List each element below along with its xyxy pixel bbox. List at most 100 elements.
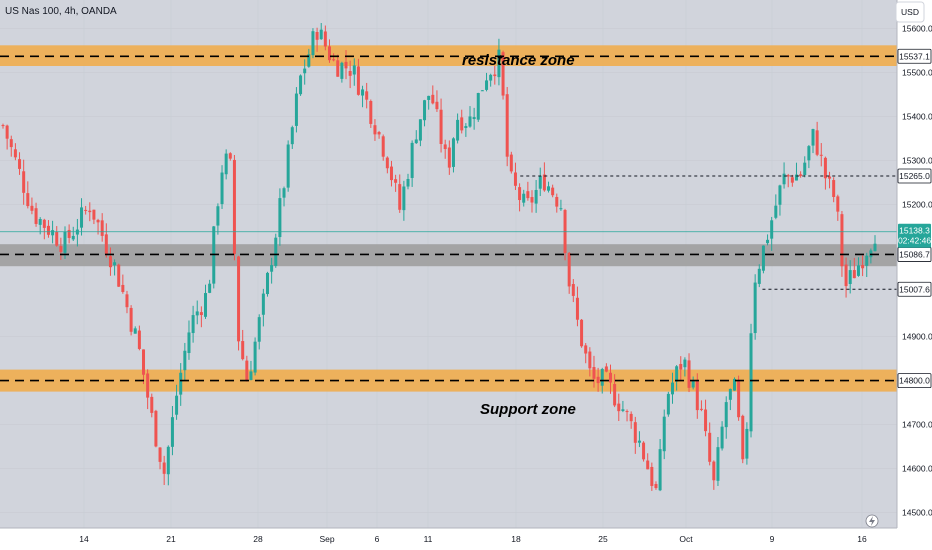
candle-body bbox=[542, 174, 546, 191]
candle-body bbox=[637, 440, 641, 443]
price-label-text: 15537.1 bbox=[899, 51, 930, 61]
x-tick-label: Oct bbox=[679, 534, 693, 544]
candle-body bbox=[46, 225, 50, 235]
symbol-title: US Nas 100, 4h, OANDA bbox=[5, 6, 117, 17]
candle-body bbox=[485, 80, 489, 90]
candle-body bbox=[361, 89, 365, 96]
candle-body bbox=[80, 207, 84, 228]
candle-body bbox=[323, 31, 327, 47]
y-tick-label: 15400.0 bbox=[902, 112, 932, 122]
candle-body bbox=[278, 198, 282, 238]
candle-body bbox=[592, 367, 596, 379]
last-price-countdown: 02:42:46 bbox=[898, 236, 931, 246]
candle-body bbox=[26, 193, 30, 207]
price-label-box bbox=[897, 373, 932, 389]
price-label-text: 15007.6 bbox=[899, 284, 930, 294]
y-tick-label: 15200.0 bbox=[902, 200, 932, 210]
candle-body bbox=[650, 466, 654, 486]
candle-body bbox=[42, 219, 46, 228]
x-axis[interactable]: 14 21 28 Sep 6 11 18 25 Oct 9 16 bbox=[79, 534, 867, 544]
candle-body bbox=[344, 61, 348, 69]
candle-body bbox=[584, 345, 588, 354]
price-label-box bbox=[897, 281, 932, 297]
candle-body bbox=[447, 147, 451, 168]
candle-body bbox=[257, 317, 261, 342]
candle-body bbox=[865, 255, 869, 266]
price-labels: 15537.1 15265.0 15086.7 15007.6 14800.0 15138… bbox=[897, 48, 932, 389]
candle-body bbox=[840, 214, 844, 267]
currency-button[interactable]: USD bbox=[895, 1, 925, 23]
candle-body bbox=[327, 46, 331, 61]
candle-body bbox=[489, 74, 493, 81]
candle-body bbox=[497, 49, 501, 78]
candle-body bbox=[179, 372, 183, 395]
candle-body bbox=[51, 230, 55, 236]
candle-body bbox=[460, 117, 464, 131]
candle-body bbox=[282, 188, 286, 198]
candle-body bbox=[642, 442, 646, 460]
candle-body bbox=[402, 186, 406, 211]
candle-body bbox=[621, 409, 625, 411]
candle-body bbox=[261, 293, 265, 315]
candle-body bbox=[100, 220, 104, 236]
candle-body bbox=[435, 101, 439, 110]
lightning-icon[interactable] bbox=[865, 514, 879, 528]
candle-body bbox=[356, 66, 360, 95]
candle-body bbox=[199, 312, 203, 316]
candle-body bbox=[290, 127, 294, 145]
candle-body bbox=[530, 197, 534, 203]
candle-body bbox=[526, 191, 530, 199]
candle-body bbox=[625, 411, 629, 413]
support-zone bbox=[0, 369, 897, 392]
candle-body bbox=[505, 94, 509, 157]
candle-body bbox=[848, 270, 852, 285]
candle-body bbox=[414, 139, 418, 144]
x-tick-label: 25 bbox=[598, 534, 608, 544]
candle-body bbox=[575, 297, 579, 320]
candle-body bbox=[336, 60, 340, 77]
candle-body bbox=[216, 206, 220, 226]
candle-body bbox=[158, 447, 162, 462]
candle-body bbox=[687, 360, 691, 388]
candle-body bbox=[108, 256, 112, 268]
candle-body bbox=[18, 159, 22, 169]
candle-body bbox=[753, 282, 757, 334]
candle-body bbox=[708, 432, 712, 462]
x-tick-label: 28 bbox=[253, 534, 263, 544]
candle-body bbox=[137, 330, 141, 349]
candle-body bbox=[861, 264, 865, 269]
candle-body bbox=[724, 402, 728, 428]
candle-body bbox=[844, 264, 848, 287]
candle-body bbox=[654, 483, 658, 489]
candle-body bbox=[456, 119, 460, 141]
candle-body bbox=[629, 413, 633, 422]
y-tick-label: 14600.0 bbox=[902, 464, 932, 474]
candle-body bbox=[286, 144, 290, 188]
candle-body bbox=[311, 31, 315, 56]
candle-body bbox=[807, 146, 811, 161]
y-tick-label: 15300.0 bbox=[902, 156, 932, 166]
candle-body bbox=[146, 373, 150, 398]
candle-body bbox=[340, 62, 344, 79]
y-axis[interactable]: 15600.0 15500.0 15400.0 15300.0 15200.0 14900… bbox=[902, 24, 932, 518]
candle-body bbox=[220, 172, 224, 205]
levels-layer bbox=[0, 55, 897, 382]
candle-body bbox=[480, 90, 484, 92]
candle-body bbox=[567, 252, 571, 287]
candle-body bbox=[191, 315, 195, 334]
last-price-badge bbox=[898, 223, 931, 248]
candle-body bbox=[811, 129, 815, 146]
candle-body bbox=[534, 189, 538, 204]
candle-body bbox=[352, 65, 356, 75]
candle-body bbox=[299, 75, 303, 95]
candle-body bbox=[609, 372, 613, 383]
candle-body bbox=[303, 68, 307, 74]
candle-body bbox=[117, 264, 121, 287]
candle-body bbox=[761, 245, 765, 271]
candle-body bbox=[249, 371, 253, 381]
candle-body bbox=[493, 74, 497, 77]
currency-label: USD bbox=[901, 7, 919, 17]
candle-body bbox=[67, 229, 71, 238]
